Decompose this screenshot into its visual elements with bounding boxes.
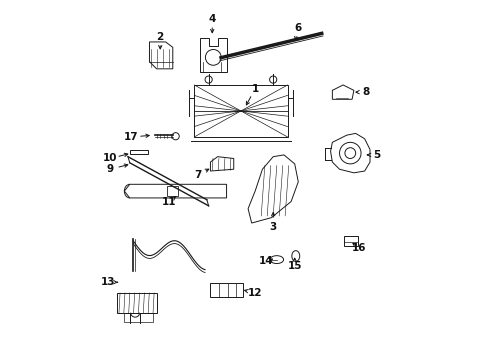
Text: 13: 13 (101, 277, 115, 287)
Text: 11: 11 (162, 197, 176, 207)
Text: 3: 3 (269, 222, 276, 231)
Text: 16: 16 (351, 243, 366, 253)
Bar (117, 293, 156, 313)
Bar (210, 283, 242, 297)
Bar (343, 235, 357, 246)
Text: 6: 6 (294, 23, 301, 33)
Text: 5: 5 (373, 150, 380, 160)
Text: 17: 17 (124, 132, 139, 142)
Text: 4: 4 (208, 14, 216, 24)
Text: 2: 2 (156, 32, 163, 41)
Bar (130, 149, 148, 154)
Text: 8: 8 (362, 87, 369, 97)
Text: 1: 1 (251, 84, 258, 94)
Text: 12: 12 (247, 288, 262, 298)
Text: 15: 15 (287, 261, 301, 271)
Bar (124, 313, 153, 321)
Bar (167, 186, 178, 196)
Text: 10: 10 (102, 153, 117, 163)
Bar (194, 85, 287, 137)
Text: 14: 14 (258, 256, 273, 266)
Text: 7: 7 (194, 170, 201, 180)
Text: 9: 9 (106, 164, 113, 174)
